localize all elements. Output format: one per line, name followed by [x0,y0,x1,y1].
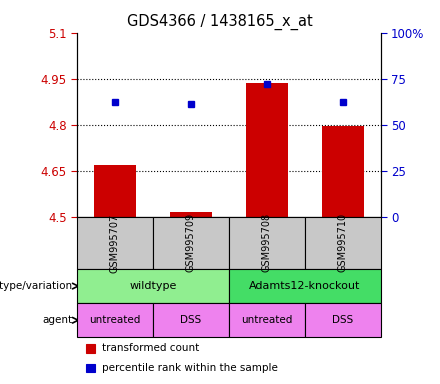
Text: GSM995709: GSM995709 [186,214,196,272]
Text: GDS4366 / 1438165_x_at: GDS4366 / 1438165_x_at [127,13,313,30]
Text: DSS: DSS [332,315,353,325]
Text: untreated: untreated [241,315,293,325]
Text: transformed count: transformed count [102,343,199,353]
Bar [94,165,136,217]
Bar [246,83,288,217]
Text: percentile rank within the sample: percentile rank within the sample [102,363,278,373]
Text: DSS: DSS [180,315,202,325]
Text: agent: agent [43,315,73,325]
Bar [322,126,363,217]
Text: GSM995710: GSM995710 [337,214,348,272]
Text: GSM995708: GSM995708 [262,214,272,272]
Text: GSM995707: GSM995707 [110,213,120,273]
Bar [170,212,212,217]
Text: Adamts12-knockout: Adamts12-knockout [249,281,360,291]
Text: untreated: untreated [89,315,141,325]
Text: wildtype: wildtype [129,281,176,291]
Text: genotype/variation: genotype/variation [0,281,73,291]
